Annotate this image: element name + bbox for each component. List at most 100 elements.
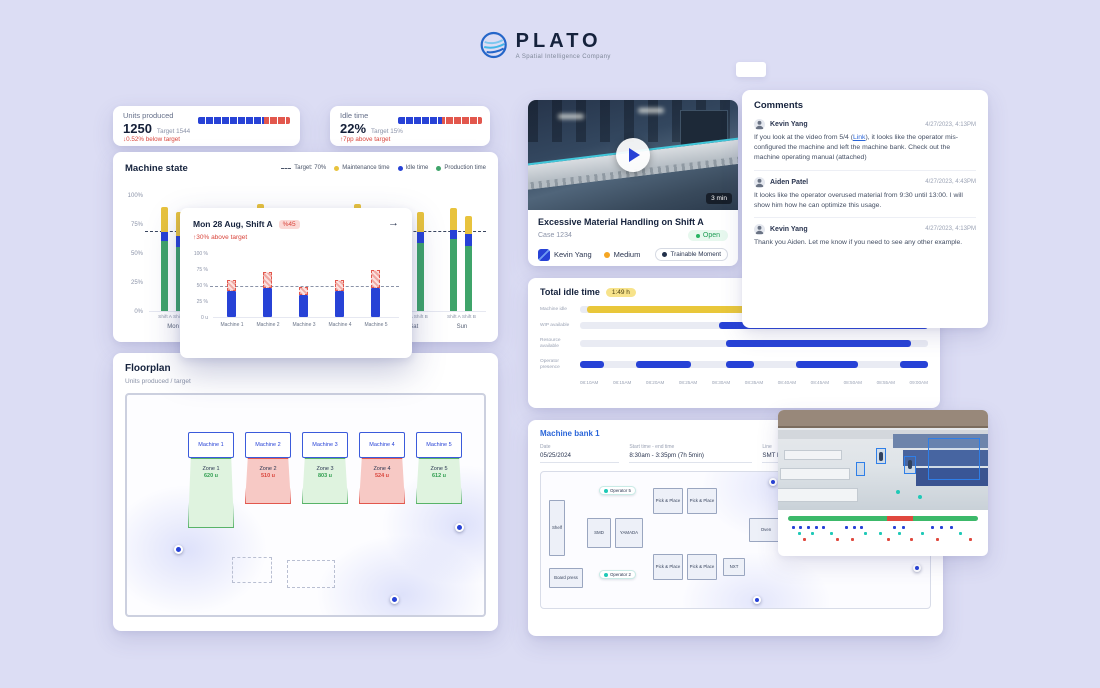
gantt-segment (795, 361, 859, 369)
gantt-segment (580, 361, 605, 369)
state-bar (464, 215, 472, 311)
comment-body: It looks like the operator overused mate… (754, 191, 963, 209)
legend-label: Idle time (405, 165, 429, 171)
video-thumbnail[interactable]: 3 min (528, 100, 738, 210)
y-axis-tick: 25% (130, 280, 143, 286)
day-label: Mon (167, 324, 179, 330)
camera-dot[interactable] (455, 523, 464, 532)
time-axis-label: 08:55AM (876, 379, 895, 385)
incident-title: Excessive Material Handling on Shift A (538, 217, 704, 227)
comment-link[interactable]: Link (852, 134, 866, 141)
legend-label: Maintenance time (342, 165, 390, 171)
bar-segment (449, 229, 457, 240)
kpi-card-units-produced: Units produced 1250 Target 1544 ↓0.52% b… (113, 106, 300, 146)
event-marker (835, 538, 839, 541)
status-label: Open (702, 232, 720, 239)
floorplan-zone: Zone 3 803 u (302, 458, 348, 504)
gantt-row-label: Operator presence (540, 358, 560, 370)
person-figure (879, 452, 883, 461)
event-marker (814, 526, 818, 529)
camera-dot[interactable] (390, 595, 399, 604)
card-subtitle: Units produced / target (125, 378, 191, 385)
bar-base-segment (263, 288, 272, 317)
time-axis-label: 08:15AM (612, 379, 632, 385)
event-marker (886, 538, 890, 541)
event-marker (850, 538, 854, 541)
gantt-row: Operator presence (540, 359, 928, 371)
gantt-track (580, 340, 928, 348)
idle-time-badge: 1:49 h (605, 287, 636, 297)
equipment-box: Pick & Place (687, 488, 717, 514)
tooltip-badge: %45 (278, 219, 300, 229)
gantt-time-axis: 08:10AM 08:15AM 08:20AM 08:25AM 08:30AM 08:35… (580, 380, 928, 385)
machine-row (893, 434, 988, 448)
time-axis-label: 08:10AM (580, 379, 599, 385)
time-axis-label: 08:25AM (678, 379, 698, 385)
user-avatar-icon (754, 223, 765, 235)
time-axis-label: 08:40AM (777, 379, 797, 385)
play-button[interactable] (616, 138, 650, 172)
bar-segment (176, 212, 184, 236)
comments-card: Comments Kevin Yang 4/27/2023, 4:13PM If… (742, 90, 988, 328)
comment-body: Thank you Aiden. Let me know if you need… (754, 238, 963, 246)
event-marker (799, 526, 803, 529)
ceiling-band (778, 410, 988, 428)
card-title: Total idle time (540, 287, 600, 297)
video-duration-badge: 3 min (706, 193, 732, 204)
floorplan-machine: Machine 4 (359, 432, 405, 458)
operator-label: Operator 2 (610, 572, 631, 577)
machine-state-tooltip: Mon 28 Aug, Shift A %45 → ↑30% above tar… (180, 208, 412, 358)
state-bar (416, 212, 424, 311)
event-marker (930, 526, 934, 529)
zone-name: Zone 1 (202, 466, 220, 472)
equipment-box: NXT (723, 558, 745, 576)
floorplan-machine: Machine 5 (416, 432, 462, 458)
camera-dot[interactable] (174, 545, 183, 554)
target-line-icon (281, 167, 292, 169)
event-marker (807, 526, 810, 529)
legend-label: Production time (444, 165, 486, 171)
comment-author: Aiden Patel (770, 178, 809, 186)
event-marker (810, 532, 814, 535)
bar-overage-segment (335, 279, 344, 292)
incident-video-card: 3 min Excessive Material Handling on Shi… (528, 100, 738, 266)
kpi-target: Target 15% (371, 127, 403, 135)
tag-label: Trainable Moment (670, 251, 721, 258)
trainable-moment-tag[interactable]: Trainable Moment (655, 248, 728, 261)
bar-overage-segment (299, 286, 308, 295)
kpi-card-idle-time: Idle time 22% Target 15% ↑7pp above targ… (330, 106, 490, 146)
tooltip-expand-arrow[interactable]: → (388, 217, 399, 229)
machine-row (903, 450, 988, 466)
event-marker (968, 538, 972, 541)
user-avatar-icon (754, 119, 765, 130)
cctv-video-frame[interactable] (778, 410, 988, 510)
bar-segment (176, 247, 184, 311)
bar-overage-segment (263, 272, 272, 289)
filter-field[interactable]: Start time - end time 8:30am - 3:35pm (7h… (629, 444, 753, 463)
comment-timestamp: 4/27/2023, 4:43PM (925, 179, 976, 186)
floorplan-zone: Zone 4 524 u (359, 458, 405, 504)
event-marker (864, 532, 867, 535)
filter-field[interactable]: Date 05/25/2024 (540, 444, 620, 463)
camera-dot[interactable] (753, 596, 761, 604)
event-marker (852, 526, 856, 529)
event-marker (803, 538, 807, 541)
machine-label: Machine 3 (292, 322, 316, 328)
timeline-markers (788, 525, 978, 543)
event-marker (829, 532, 833, 535)
card-title: Comments (754, 100, 804, 111)
equipment-box: SMD (587, 518, 611, 548)
timeline-bar[interactable] (788, 516, 978, 521)
bar-segment (416, 232, 424, 243)
state-bar (449, 207, 457, 311)
field-value: 8:30am - 3:35pm (7h 5min) (629, 452, 704, 459)
status-badge-open[interactable]: Open (687, 230, 728, 241)
gantt-row: Resource available (540, 338, 928, 350)
comment-body: If you look at the video from 5/4 (Link)… (754, 133, 976, 164)
camera-dot[interactable] (769, 478, 777, 486)
kpi-progress-bar (198, 117, 290, 124)
bar-base-segment (299, 294, 308, 317)
camera-dot[interactable] (913, 564, 921, 572)
tooltip-yaxis: 100 % 75 % 50 % 25 % 0 u (185, 251, 208, 321)
user-avatar-icon (754, 176, 765, 188)
